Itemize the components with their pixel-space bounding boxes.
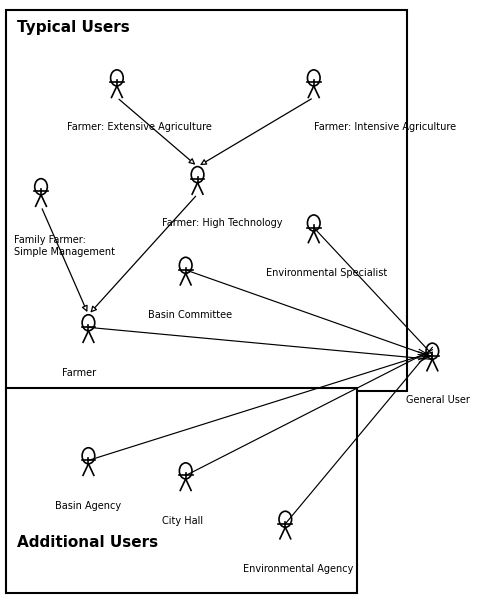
Text: Farmer: Intensive Agriculture: Farmer: Intensive Agriculture [313,122,455,132]
Text: Basin Agency: Basin Agency [55,501,121,511]
Text: Environmental Specialist: Environmental Specialist [266,268,387,278]
Text: General User: General User [406,395,469,405]
Bar [6,10,407,391]
Text: Basin Committee: Basin Committee [147,310,231,320]
Text: Additional Users: Additional Users [17,534,158,550]
Text: Farmer: High Technology: Farmer: High Technology [162,218,282,228]
Text: Farmer: Farmer [62,368,96,378]
Text: Family Farmer:
Simple Management: Family Farmer: Simple Management [14,235,115,257]
Bar [6,388,357,593]
Text: Typical Users: Typical Users [17,20,130,35]
Text: City Hall: City Hall [162,516,203,526]
Text: Farmer: Extensive Agriculture: Farmer: Extensive Agriculture [67,122,211,132]
Text: Environmental Agency: Environmental Agency [242,564,352,574]
